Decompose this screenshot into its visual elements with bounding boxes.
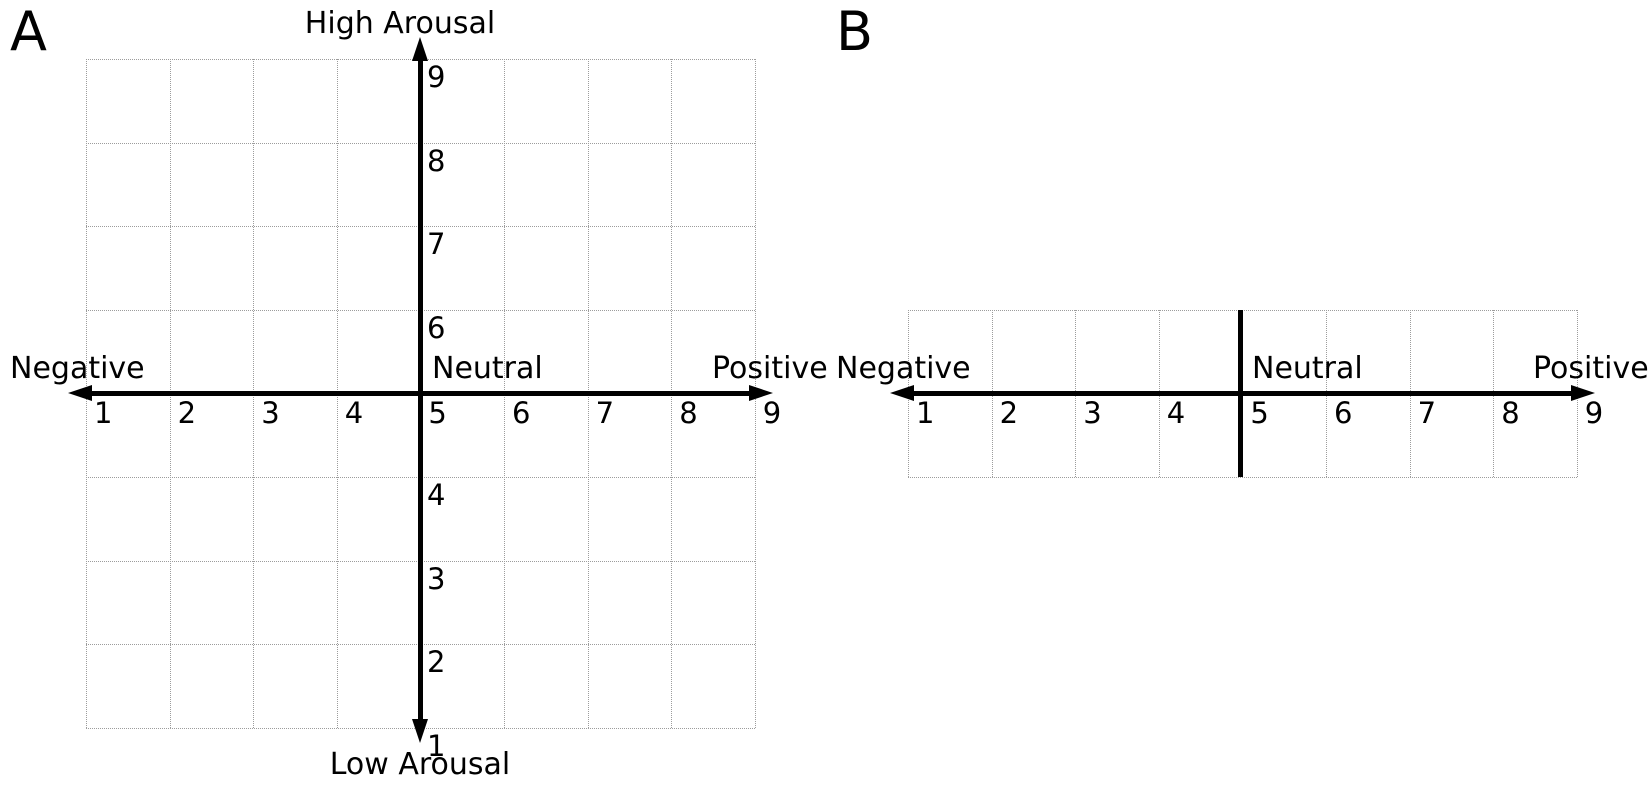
panel-a-arrow-right-icon [749,385,773,401]
panel-b-x-tick-label: 3 [1083,396,1102,430]
panel-a-y-tick-label: 1 [427,728,446,763]
panel-a-y-tick-label: 3 [427,561,446,596]
panel-b-negative-label: Negative [836,351,971,386]
panel-b-x-tick-label: 7 [1417,396,1437,430]
panel-b-x-tick-label: 4 [1166,396,1186,430]
panel-a-x-tick-label: 4 [344,396,364,430]
panel-b-arrow-left-icon [890,385,914,401]
panel-b-x-tick-label: 1 [916,396,935,430]
panel-a-x-tick-label: 5 [428,396,447,430]
panel-a-x-tick-label: 9 [762,396,782,430]
panel-a-positive-label: Positive [712,351,828,386]
panel-b-neutral-divider-line [1238,310,1243,477]
panel-b-neutral-label: Neutral [1252,351,1363,386]
panel-b-x-tick-label: 9 [1584,396,1604,430]
panel-a-x-tick-label: 7 [595,396,615,430]
panel-a-neutral-label: Neutral [432,351,543,386]
panel-a-y-tick-label: 4 [427,478,446,512]
panel-b-x-tick-label: 2 [999,396,1019,430]
panel-a-x-tick-label: 1 [94,396,113,430]
panel-a-y-tick-label: 7 [427,227,446,262]
grid-line-horizontal [908,477,1577,478]
panel-a-arrow-left-icon [68,385,92,401]
panel-a-high-arousal-label: High Arousal [304,6,496,41]
panel-b-positive-label: Positive [1533,351,1649,386]
panel-b-x-tick-label: 8 [1501,396,1520,430]
panel-b-x-tick-label: 6 [1334,396,1353,430]
panel-a-valence-axis [82,391,758,396]
panel-a-y-tick-label: 8 [427,143,446,178]
panel-a-y-tick-label: 2 [427,645,446,680]
panel-a-letter: A [10,0,47,63]
panel-b-arrow-right-icon [1571,385,1595,401]
panel-a-x-tick-label: 3 [261,396,280,430]
panel-a-x-tick-label: 8 [679,396,698,430]
panel-a-x-tick-label: 2 [177,396,197,430]
panel-a-arrow-down-icon [412,719,428,743]
panel-a-negative-label: Negative [10,351,145,386]
panel-a-arousal-axis [418,52,423,728]
panel-a-y-tick-label: 6 [427,310,446,345]
panel-a-low-arousal-label: Low Arousal [329,747,511,782]
panel-a-y-tick-label: 9 [427,60,446,94]
panel-b-letter: B [836,0,874,63]
panel-a-x-tick-label: 6 [512,396,531,430]
panel-b-x-tick-label: 5 [1250,396,1269,430]
panel-a-arrow-up-icon [412,37,428,61]
